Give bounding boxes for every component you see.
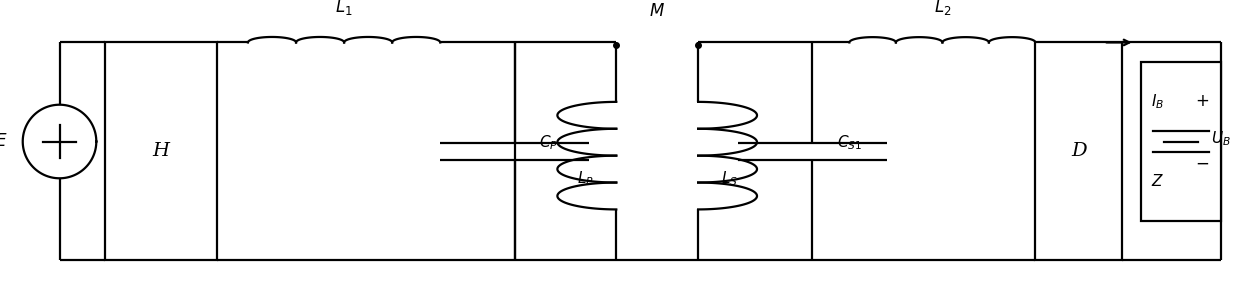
Text: $C_P$: $C_P$ [539,134,558,152]
Text: D: D [1071,142,1086,160]
Text: $Z$: $Z$ [1151,173,1164,189]
Text: $L_P$: $L_P$ [577,169,594,188]
Text: H: H [153,142,170,160]
FancyBboxPatch shape [1035,42,1122,260]
Text: $M$: $M$ [650,3,665,20]
Text: $U_B$: $U_B$ [1211,129,1231,148]
Text: $-$: $-$ [1195,155,1209,172]
FancyBboxPatch shape [105,42,217,260]
FancyBboxPatch shape [1141,62,1221,221]
Text: $C_{S1}$: $C_{S1}$ [837,134,862,152]
Text: $I_B$: $I_B$ [1151,93,1164,111]
Text: $E$: $E$ [0,133,7,150]
Text: $L_1$: $L_1$ [335,0,353,17]
Text: $+$: $+$ [1195,93,1209,110]
Text: $L_2$: $L_2$ [934,0,951,17]
Text: $L_S$: $L_S$ [720,169,738,188]
